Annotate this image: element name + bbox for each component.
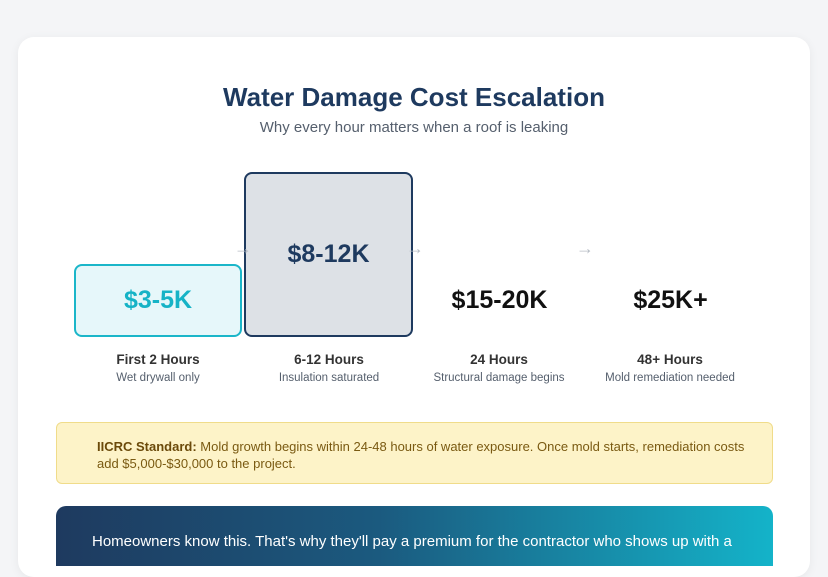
- arrow-right-icon: →: [576, 238, 594, 258]
- notice-label: IICRC Standard:: [97, 439, 197, 454]
- cta-banner: Homeowners know this. That's why they'll…: [56, 506, 773, 566]
- arrow-right-icon: →: [406, 238, 424, 258]
- timeline-desc: Wet drywall only: [116, 372, 200, 384]
- timeline-label: 24 Hours: [470, 352, 528, 367]
- timeline-label: First 2 Hours: [116, 352, 200, 367]
- cost-box-first-2-hours: $3-5K: [74, 264, 242, 337]
- arrow-right-icon: →: [234, 238, 252, 258]
- timeline-desc: Mold remediation needed: [605, 372, 735, 384]
- notice-text: Mold growth begins within 24-48 hours of…: [97, 439, 745, 471]
- timeline-desc: Structural damage begins: [433, 372, 565, 384]
- page-subtitle: Why every hour matters when a roof is le…: [259, 119, 569, 136]
- iicrc-notice: IICRC Standard: Mold growth begins withi…: [56, 422, 773, 484]
- cost-box-6-12-hours: $8-12K: [244, 172, 413, 337]
- page-title: Water Damage Cost Escalation: [223, 82, 605, 112]
- timeline-desc: Insulation saturated: [278, 372, 380, 384]
- banner-text: Homeowners know this. That's why they'll…: [92, 533, 732, 550]
- cost-box-24-hours: $15-20K: [451, 286, 548, 314]
- timeline-label: 48+ Hours: [637, 352, 703, 367]
- cost-box-48-hours: $25K+: [633, 286, 708, 314]
- timeline-label: 6-12 Hours: [294, 352, 364, 367]
